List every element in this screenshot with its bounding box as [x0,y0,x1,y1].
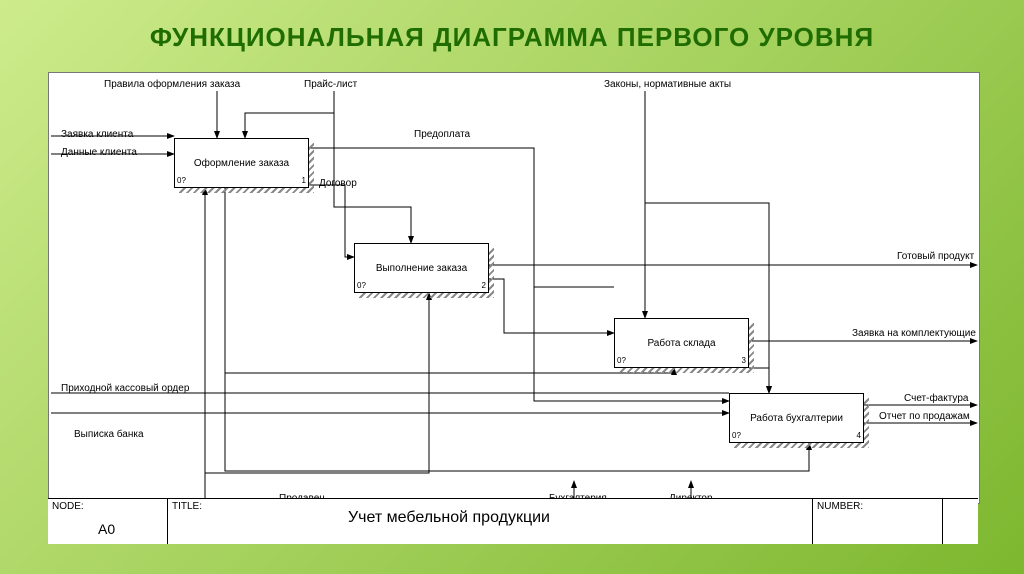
flow-arrow [309,185,354,257]
flow-arrow [245,113,334,138]
activity-box-label: Работа склада [647,338,715,349]
diagram-label: Предоплата [414,129,470,140]
box-corner-right: 2 [482,282,486,291]
diagram-label: Готовый продукт [897,251,974,262]
activity-box: Работа склада 0? 3 [614,318,749,368]
diagram-label: Приходной кассовый ордер [61,383,189,394]
diagram-footer: NODE: A0 TITLE: Учет мебельной продукции… [48,498,978,544]
footer-number-label: NUMBER: [817,501,863,512]
flow-arrow [334,91,411,243]
box-corner-right: 4 [857,432,861,441]
diagram-canvas: Оформление заказа 0? 1 Выполнение заказа 0? 2… [48,72,980,504]
activity-box: Работа бухгалтерии 0? 4 [729,393,864,443]
footer-node-label: NODE: [52,501,84,512]
footer-title-label: TITLE: [172,501,202,512]
box-corner-right: 1 [302,177,306,186]
flow-arrow [205,293,429,473]
box-corner-left: 0? [357,282,366,291]
slide: ФУНКЦИОНАЛЬНАЯ ДИАГРАММА ПЕРВОГО УРОВНЯ … [0,0,1024,574]
diagram-label: Данные клиента [61,147,137,158]
diagram-label: Выписка банка [74,429,144,440]
diagram-label: Счет-фактура [904,393,968,404]
diagram-label: Отчет по продажам [879,411,970,422]
activity-box: Выполнение заказа 0? 2 [354,243,489,293]
activity-box-label: Оформление заказа [194,158,289,169]
activity-box: Оформление заказа 0? 1 [174,138,309,188]
diagram-label: Заявка на комплектующие [852,328,976,339]
diagram-label: Договор [319,178,357,189]
box-corner-left: 0? [617,357,626,366]
box-corner-left: 0? [732,432,741,441]
diagram-label: Прайс-лист [304,79,357,90]
diagram-label: Законы, нормативные акты [604,79,731,90]
flow-arrow [225,368,674,373]
slide-title: ФУНКЦИОНАЛЬНАЯ ДИАГРАММА ПЕРВОГО УРОВНЯ [0,22,1024,53]
box-corner-right: 3 [742,357,746,366]
footer-node-code: A0 [98,521,115,537]
activity-box-label: Выполнение заказа [376,263,467,274]
diagram-label: Заявка клиента [61,129,133,140]
diagram-label: Правила оформления заказа [104,79,240,90]
box-corner-left: 0? [177,177,186,186]
footer-title-text: Учет мебельной продукции [348,509,550,527]
activity-box-label: Работа бухгалтерии [750,413,843,424]
